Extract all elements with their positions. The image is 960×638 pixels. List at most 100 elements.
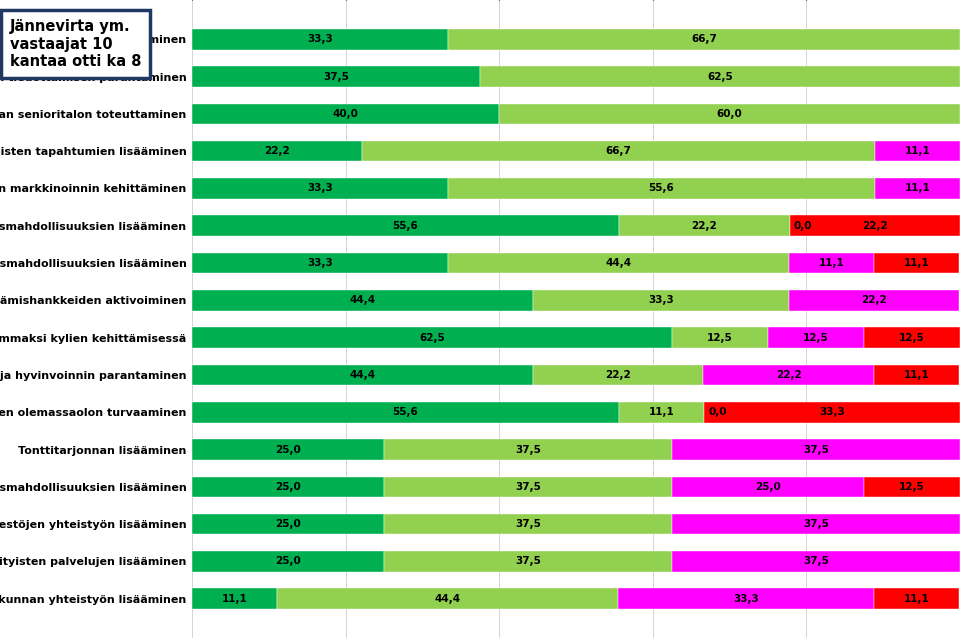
Bar [789,290,959,311]
Text: 37,5: 37,5 [324,71,348,82]
Text: 37,5: 37,5 [804,445,828,454]
Text: 12,5: 12,5 [900,332,924,343]
Bar [499,103,960,124]
Text: 37,5: 37,5 [516,519,540,529]
Text: 25,0: 25,0 [276,482,300,492]
Text: 37,5: 37,5 [804,556,828,567]
Bar [533,290,789,311]
Bar [447,178,875,198]
Bar [277,588,618,609]
Bar [192,216,619,236]
Text: 66,7: 66,7 [691,34,717,44]
Text: 33,3: 33,3 [307,184,333,193]
Text: 11,1: 11,1 [649,407,675,417]
Text: 12,5: 12,5 [900,482,924,492]
Bar [875,141,960,161]
Bar [672,327,768,348]
Bar [874,253,959,273]
Text: 22,2: 22,2 [861,295,887,306]
Text: 44,4: 44,4 [435,594,461,604]
Bar [533,365,704,385]
Text: 33,3: 33,3 [733,594,759,604]
Text: 11,1: 11,1 [819,258,844,268]
Text: 22,2: 22,2 [691,221,717,231]
Bar [384,551,672,572]
Text: 11,1: 11,1 [904,146,930,156]
Bar [192,327,672,348]
Bar [874,588,959,609]
Bar [192,178,447,198]
Bar [192,29,447,50]
Bar [192,402,619,422]
Text: 22,2: 22,2 [606,370,631,380]
Text: 55,6: 55,6 [648,184,674,193]
Bar [864,327,960,348]
Bar [384,477,672,497]
Bar [192,588,277,609]
Text: 11,1: 11,1 [222,594,248,604]
Text: 11,1: 11,1 [903,370,929,380]
Bar [618,588,874,609]
Text: 44,4: 44,4 [349,370,375,380]
Text: 11,1: 11,1 [904,184,930,193]
Bar [480,66,960,87]
Text: 60,0: 60,0 [717,109,742,119]
Bar [192,290,533,311]
Bar [192,514,384,535]
Bar [768,327,864,348]
Text: 62,5: 62,5 [708,71,732,82]
Text: 25,0: 25,0 [276,556,300,567]
Text: 0,0: 0,0 [708,407,727,417]
Bar [864,477,960,497]
Bar [874,365,959,385]
Bar [192,103,499,124]
Bar [447,253,789,273]
Text: 62,5: 62,5 [420,332,444,343]
Text: 37,5: 37,5 [516,482,540,492]
Bar [192,365,533,385]
Text: 25,0: 25,0 [276,519,300,529]
Text: 0,0: 0,0 [793,221,812,231]
Bar [704,365,874,385]
Text: 22,2: 22,2 [776,370,802,380]
Bar [192,141,363,161]
Bar [619,402,705,422]
Text: 37,5: 37,5 [804,519,828,529]
Text: 44,4: 44,4 [605,258,632,268]
Text: 37,5: 37,5 [516,445,540,454]
Bar [672,477,864,497]
Bar [192,551,384,572]
Text: 40,0: 40,0 [333,109,358,119]
Bar [447,29,960,50]
Text: 12,5: 12,5 [804,332,828,343]
Bar [672,440,960,460]
Text: 12,5: 12,5 [708,332,732,343]
Bar [192,440,384,460]
Text: 11,1: 11,1 [903,258,929,268]
Text: 55,6: 55,6 [393,221,419,231]
Bar [875,178,960,198]
Text: 33,3: 33,3 [648,295,674,306]
Bar [192,66,480,87]
Text: 22,2: 22,2 [264,146,290,156]
Bar [672,551,960,572]
Text: 33,3: 33,3 [819,407,845,417]
Bar [672,514,960,535]
Bar [192,477,384,497]
Text: 25,0: 25,0 [756,482,780,492]
Text: 33,3: 33,3 [307,34,333,44]
Bar [384,440,672,460]
Bar [789,253,874,273]
Text: 55,6: 55,6 [393,407,419,417]
Text: Jännevirta ym.
vastaajat 10
kantaa otti ka 8: Jännevirta ym. vastaajat 10 kantaa otti … [10,19,141,69]
Bar [619,216,789,236]
Text: 22,2: 22,2 [862,221,888,231]
Text: 44,4: 44,4 [349,295,375,306]
Bar [363,141,875,161]
Text: 33,3: 33,3 [307,258,333,268]
Text: 11,1: 11,1 [903,594,929,604]
Bar [705,402,960,422]
Text: 37,5: 37,5 [516,556,540,567]
Bar [384,514,672,535]
Text: 66,7: 66,7 [606,146,632,156]
